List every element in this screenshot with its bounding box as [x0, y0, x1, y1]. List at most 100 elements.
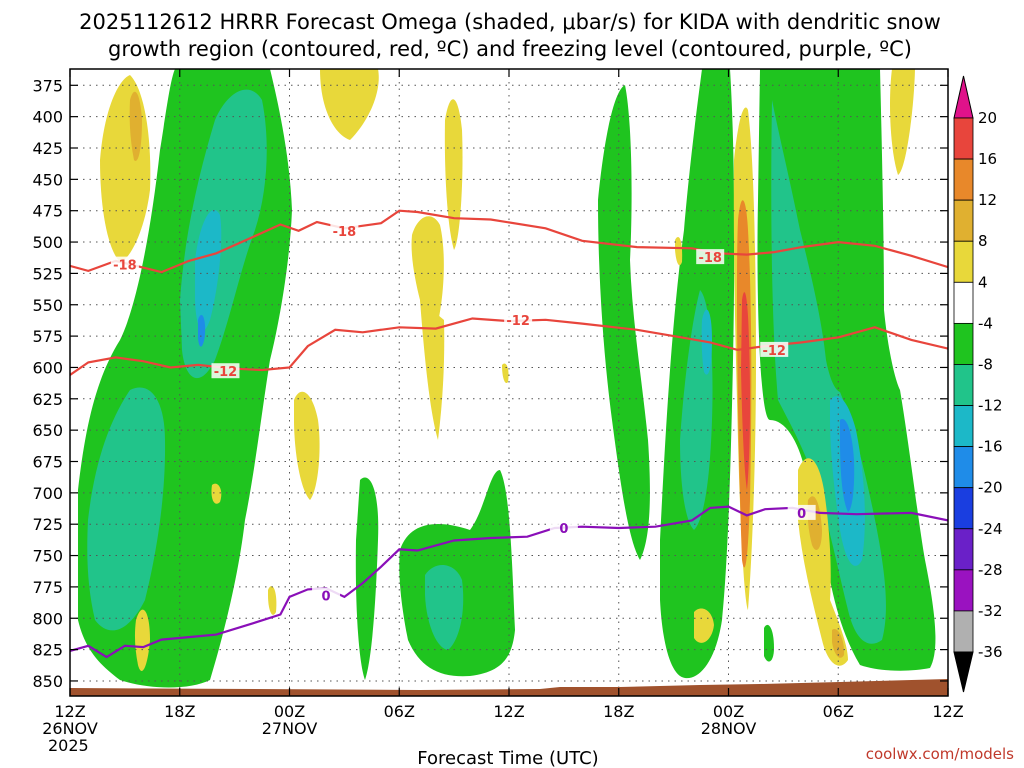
- colorbar-bin-10: [953, 528, 974, 571]
- contour-label--12-2: -12: [762, 344, 786, 359]
- omega-region-rising-8: [211, 483, 222, 504]
- contour-label--12-1: -12: [506, 314, 530, 329]
- x-tick-label-36-line2: 28NOV: [701, 719, 757, 738]
- omega-region-rising-orange-1: [129, 91, 142, 161]
- y-tick-label-475: 475: [32, 202, 63, 221]
- colorbar-bin-2: [953, 199, 974, 242]
- colorbar-label-13: -36: [978, 643, 1003, 661]
- contour-label--18-2: -18: [698, 251, 722, 266]
- colorbar-label-11: -28: [978, 561, 1003, 579]
- x-tick-label-30-line1: 18Z: [603, 702, 634, 721]
- contour-label--12-0: -12: [214, 365, 238, 380]
- x-tick-label-24-line1: 12Z: [493, 702, 524, 721]
- y-tick-label-750: 750: [32, 547, 63, 566]
- x-tick-label-12-line2: 27NOV: [262, 719, 318, 738]
- contour-label-bg: [330, 222, 359, 238]
- colorbar-label-8: -16: [978, 438, 1003, 456]
- contour-label-bg: [696, 249, 725, 265]
- contour-label-0-1: 0: [559, 522, 568, 537]
- omega-shading: [78, 69, 936, 688]
- y-tick-label-525: 525: [32, 264, 63, 283]
- y-tick-label-450: 450: [32, 170, 63, 189]
- contour-line--18: [70, 209, 948, 274]
- contour-label--18-1: -18: [333, 225, 357, 240]
- colorbar-label-6: -8: [978, 355, 993, 373]
- omega-region-rising-9: [268, 586, 277, 615]
- grid: [70, 69, 948, 696]
- x-tick-label-12-line1: 00Z: [274, 702, 305, 721]
- chart-title-line1: 2025112612 HRRR Forecast Omega (shaded, …: [79, 10, 941, 34]
- colorbar-label-0: 20: [978, 109, 997, 127]
- y-tick-label-600: 600: [32, 358, 63, 377]
- colorbar-bin-11: [953, 569, 974, 612]
- contour-label-bg: [211, 363, 240, 379]
- y-tick-label-700: 700: [32, 484, 63, 503]
- y-tick-label-375: 375: [32, 76, 63, 95]
- x-tick-label-0-line3: 2025: [48, 736, 89, 755]
- y-tick-label-625: 625: [32, 390, 63, 409]
- omega-region-sinking-7: [764, 624, 774, 662]
- y-tick-label-675: 675: [32, 453, 63, 472]
- x-tick-label-0-line2: 26NOV: [42, 719, 98, 738]
- y-tick-label-725: 725: [32, 515, 63, 534]
- y-tick-label-575: 575: [32, 327, 63, 346]
- omega-region-rising-4: [420, 300, 445, 440]
- omega-region-rising-2: [320, 69, 379, 140]
- chart-title-line2: growth region (contoured, red, ºC) and f…: [108, 37, 912, 61]
- x-tick-label-42-line1: 06Z: [823, 702, 854, 721]
- colorbar-bin-1: [953, 158, 974, 201]
- y-tick-label-425: 425: [32, 139, 63, 158]
- y-tick-label-650: 650: [32, 421, 63, 440]
- colorbar-bin-0: [953, 117, 974, 160]
- colorbar-bin-3: [953, 240, 974, 283]
- colorbar-bin-7: [953, 405, 974, 448]
- y-tick-label-825: 825: [32, 641, 63, 660]
- omega-region-sinking-blue-4: [840, 419, 855, 512]
- contour-labels: -18 -18 -18 -12 -12 -12 0 0 0: [110, 222, 816, 605]
- contour-label--18-0: -18: [113, 259, 137, 274]
- colorbar-bin-6: [953, 364, 974, 406]
- x-tick-label-36-line1: 00Z: [713, 702, 744, 721]
- omega-region-rising-core-red: [741, 292, 751, 490]
- colorbar-label-12: -32: [978, 602, 1003, 620]
- omega-region-sinking-teal-1: [87, 387, 166, 631]
- contour-label-bg: [504, 311, 533, 327]
- contour-label-0-2: 0: [797, 507, 806, 522]
- contour-line-0: [70, 505, 948, 659]
- y-tick-label-500: 500: [32, 233, 63, 252]
- colorbar-under-triangle: [953, 651, 974, 693]
- omega-region-sinking-4: [598, 85, 650, 560]
- x-tick-label-48-line1: 12Z: [932, 702, 963, 721]
- colorbar-label-1: 16: [978, 150, 997, 168]
- omega-region-rising-5: [444, 99, 463, 251]
- omega-region-sinking-blue-2: [198, 315, 206, 347]
- x-tick-label-18-line1: 06Z: [384, 702, 415, 721]
- colorbar-label-9: -20: [978, 479, 1003, 497]
- x-tick-label-0-line1: 12Z: [54, 702, 85, 721]
- colorbar-bin-8: [953, 446, 974, 489]
- omega-region-rising-3: [411, 216, 444, 334]
- colorbar-bin-4: [953, 281, 974, 324]
- colorbar-label-4: 4: [978, 273, 988, 291]
- omega-region-rising-13: [502, 363, 509, 384]
- x-axis-label: Forecast Time (UTC): [417, 748, 598, 768]
- plot-area: -18 -18 -18 -12 -12 -12 0 0 0: [70, 69, 948, 696]
- omega-region-rising-6: [294, 391, 320, 500]
- colorbar-bin-12: [953, 610, 974, 653]
- omega-region-rising-orange-3: [832, 629, 845, 658]
- colorbar-bin-5: [953, 322, 974, 365]
- axes-ticks: 375 400 425 450 475 500 525 550 575 600 625 650 675 7…: [32, 69, 964, 755]
- x-tick-label-6-line1: 18Z: [164, 702, 195, 721]
- credit-text: coolwx.com/models: [866, 745, 1014, 763]
- contour-label-bg: [787, 504, 816, 520]
- y-tick-label-800: 800: [32, 609, 63, 628]
- y-tick-label-400: 400: [32, 108, 63, 127]
- contour-label-0-0: 0: [322, 590, 331, 605]
- colorbar-label-2: 12: [978, 191, 997, 209]
- y-tick-label-550: 550: [32, 296, 63, 315]
- colorbar-label-10: -24: [978, 520, 1003, 538]
- colorbar: 20 16 12 8 4 -4 -8 -12 -16 -20 -24 -28 -32 -36: [953, 75, 1003, 693]
- omega-region-rising-10: [694, 608, 714, 643]
- contour-label-bg: [760, 341, 789, 357]
